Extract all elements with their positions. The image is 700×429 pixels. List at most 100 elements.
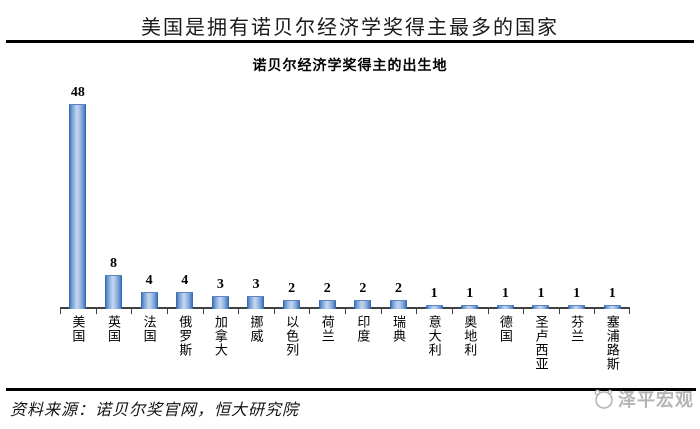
bar-slot: 1 xyxy=(488,86,524,309)
x-axis-tick xyxy=(381,309,382,314)
x-axis-label: 芬兰 xyxy=(569,315,585,343)
bar-slot: 3 xyxy=(238,86,274,309)
x-axis-label-slot: 荷兰 xyxy=(309,315,345,343)
x-axis-tick xyxy=(96,309,97,314)
bar-slot: 1 xyxy=(559,86,595,309)
bar xyxy=(140,292,158,309)
x-axis-tick xyxy=(416,309,417,314)
x-axis-tick xyxy=(238,309,239,314)
x-axis-tick xyxy=(594,309,595,314)
bar xyxy=(532,305,550,309)
x-axis-label: 美国 xyxy=(70,315,86,343)
x-axis-label: 英国 xyxy=(105,315,121,343)
bar-slot: 2 xyxy=(274,86,310,309)
bar xyxy=(104,275,122,309)
x-axis-label-slot: 塞浦路斯 xyxy=(594,315,630,371)
x-axis-label-slot: 瑞典 xyxy=(381,315,417,343)
x-axis-tick xyxy=(345,309,346,314)
brand-logo: 泽平宏观 xyxy=(593,386,694,412)
bar-slot: 1 xyxy=(523,86,559,309)
x-axis-tick xyxy=(274,309,275,314)
x-axis-label: 加拿大 xyxy=(212,315,228,357)
x-axis-tick xyxy=(60,309,61,314)
bar-value-label: 1 xyxy=(573,286,581,301)
x-axis-label-slot: 挪威 xyxy=(238,315,274,343)
bar xyxy=(283,300,301,309)
bar-value-label: 48 xyxy=(70,85,85,100)
x-axis-label-slot: 芬兰 xyxy=(559,315,595,343)
x-axis-label: 圣卢西亚 xyxy=(533,315,549,371)
bar-value-label: 8 xyxy=(109,256,117,271)
footer-divider xyxy=(6,388,696,391)
bar xyxy=(461,305,479,309)
bar-value-label: 1 xyxy=(466,286,474,301)
bar-value-label: 2 xyxy=(394,281,402,296)
source-note: 资料来源：诺贝尔奖官网，恒大研究院 xyxy=(10,402,300,419)
x-axis-label-slot: 美国 xyxy=(60,315,96,343)
bar xyxy=(211,296,229,309)
bar-value-label: 1 xyxy=(608,286,616,301)
x-axis-label-slot: 意大利 xyxy=(416,315,452,357)
bar-slot: 8 xyxy=(96,86,132,309)
bar-slot: 3 xyxy=(203,86,239,309)
bar xyxy=(247,296,265,309)
page-title: 美国是拥有诺贝尔经济学奖得主最多的国家 xyxy=(141,17,559,39)
bar xyxy=(425,305,443,309)
x-axis-label-slot: 英国 xyxy=(96,315,132,343)
chart-title: 诺贝尔经济学奖得主的出生地 xyxy=(252,59,448,74)
bar-slot: 2 xyxy=(345,86,381,309)
x-axis-label-slot: 法国 xyxy=(131,315,167,343)
bar-slot: 48 xyxy=(60,85,96,309)
x-axis-label: 塞浦路斯 xyxy=(604,315,620,371)
bar xyxy=(69,104,87,309)
x-axis-tick xyxy=(131,309,132,314)
bar-slot: 2 xyxy=(381,86,417,309)
x-axis-label: 印度 xyxy=(355,315,371,343)
x-axis-label-slot: 俄罗斯 xyxy=(167,315,203,357)
x-axis-label: 意大利 xyxy=(426,315,442,357)
bar xyxy=(389,300,407,309)
bar-chart-plot-area: 48 8 4 4 3 3 2 2 2 2 1 1 1 1 1 1 xyxy=(60,85,630,314)
x-axis-line xyxy=(60,307,630,309)
bar xyxy=(603,305,621,309)
bar-value-label: 1 xyxy=(501,286,509,301)
x-axis-label-slot: 印度 xyxy=(345,315,381,343)
bar xyxy=(176,292,194,309)
bar-value-label: 3 xyxy=(216,277,224,292)
bar-value-label: 3 xyxy=(252,277,260,292)
bar-slot: 4 xyxy=(131,86,167,309)
x-axis-tick xyxy=(488,309,489,314)
bar-value-label: 4 xyxy=(181,273,189,288)
bar xyxy=(318,300,336,309)
bar-value-label: 2 xyxy=(323,281,331,296)
x-axis-tick xyxy=(167,309,168,314)
x-axis-label-slot: 德国 xyxy=(488,315,524,343)
x-axis-tick xyxy=(523,309,524,314)
x-axis-label: 瑞典 xyxy=(390,315,406,343)
bar-value-label: 1 xyxy=(537,286,545,301)
bar xyxy=(496,305,514,309)
bar-slot: 1 xyxy=(416,86,452,309)
panda-face-icon xyxy=(593,387,615,411)
brand-name: 泽平宏观 xyxy=(618,390,694,410)
x-axis-tick xyxy=(629,309,630,314)
x-axis-label: 俄罗斯 xyxy=(177,315,193,357)
x-axis-label-slot: 圣卢西亚 xyxy=(523,315,559,371)
x-axis-label: 荷兰 xyxy=(319,315,335,343)
x-axis-label-slot: 以色列 xyxy=(274,315,310,357)
bar-value-label: 1 xyxy=(430,286,438,301)
x-axis-tick xyxy=(309,309,310,314)
x-axis-label-slot: 奥地利 xyxy=(452,315,488,357)
bar-slot: 1 xyxy=(452,86,488,309)
bar-value-label: 4 xyxy=(145,273,153,288)
bar-value-label: 2 xyxy=(288,281,296,296)
x-axis-label: 以色列 xyxy=(284,315,300,357)
bar xyxy=(354,300,372,309)
bar-slot: 2 xyxy=(309,86,345,309)
x-axis-label-slot: 加拿大 xyxy=(203,315,239,357)
x-axis-label: 挪威 xyxy=(248,315,264,343)
x-axis-labels: 美国 英国 法国 俄罗斯 加拿大 挪威 以色列 荷兰 印度 瑞典 意大利 奥地利 德国 圣卢西亚 芬兰 塞浦路… xyxy=(60,315,630,385)
x-axis-tick xyxy=(559,309,560,314)
header-divider xyxy=(6,40,694,43)
